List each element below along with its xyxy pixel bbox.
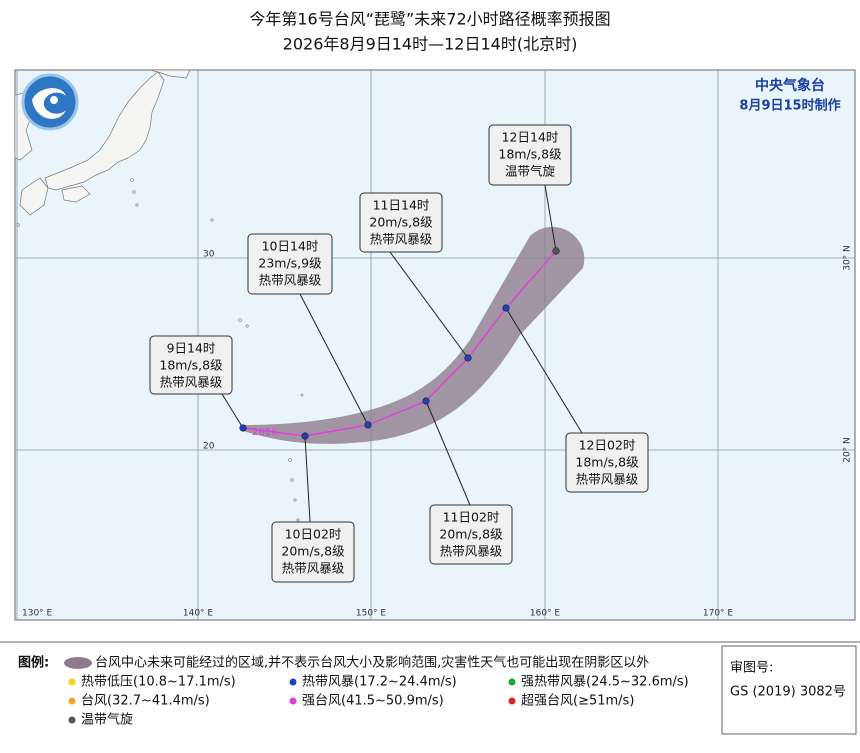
lon-label: 140° E <box>183 609 214 619</box>
callout-level: 热带风暴级 <box>576 472 639 487</box>
callout-wind: 18m/s,8级 <box>575 455 639 470</box>
honshu <box>44 71 165 191</box>
callout-wind: 18m/s,8级 <box>498 147 562 162</box>
callout-box <box>565 432 649 493</box>
review-box <box>721 645 857 735</box>
leader-line <box>221 393 244 429</box>
title: 今年第16号台风“琵鹭”未来72小时路径概率预报图 <box>249 10 610 29</box>
lon-label: 160° E <box>530 609 561 619</box>
callout-box <box>247 233 333 295</box>
track-point <box>239 424 247 432</box>
lat-label: 20° N <box>843 437 853 463</box>
graticule <box>15 70 855 620</box>
legend-label: 台风(32.7~41.4m/s) <box>81 694 210 709</box>
review-number: GS (2019) 3082号 <box>730 685 846 700</box>
legend-title: 图例: <box>18 655 49 671</box>
map: 130° E 140° E 150° E 160° E 170° E 30° N… <box>14 69 856 621</box>
legend-dot <box>508 678 516 686</box>
legend-label: 热带风暴(17.2~24.4m/s) <box>302 675 457 690</box>
legend-items: 热带低压(10.8~17.1m/s) 热带风暴(17.2~24.4m/s) 强热带风… <box>68 675 689 728</box>
callout-box <box>359 192 443 253</box>
callout-level: 热带风暴级 <box>440 544 503 559</box>
legend-dot <box>289 697 297 705</box>
legend-label: 超强台风(≥51m/s) <box>521 694 634 709</box>
track-point <box>552 247 560 255</box>
legend-label: 强台风(41.5~50.9m/s) <box>302 694 444 709</box>
callout-wind: 20m/s,8级 <box>439 527 503 542</box>
logo <box>21 73 79 131</box>
lat-label: 30° N <box>843 245 853 271</box>
shikoku <box>61 185 91 203</box>
legend-dot <box>68 678 76 686</box>
track-point <box>422 397 430 405</box>
leader-line <box>304 435 311 523</box>
agency-name: 中央气象台 <box>755 77 825 94</box>
lon-label: 150° E <box>356 609 387 619</box>
legend: 图例: 台风中心未来可能经过的区域,并不表示台风大小及影响范围,灾害性天气也可能… <box>0 641 860 735</box>
islands <box>16 178 304 522</box>
lon-label: 130° E <box>22 609 53 619</box>
callout-wind: 18m/s,8级 <box>159 358 223 373</box>
callout-box <box>488 124 572 186</box>
leader-line <box>425 400 471 506</box>
issue-time: 8月9日15时制作 <box>739 98 840 114</box>
leader-line <box>389 251 469 359</box>
callout-time: 10日02时 <box>285 527 342 542</box>
callout-time: 10日14时 <box>262 239 319 254</box>
leader-line <box>299 293 369 426</box>
track-point <box>502 304 510 312</box>
legend-dot <box>68 716 76 724</box>
callout-time: 12日02时 <box>579 438 636 453</box>
callout-box <box>149 335 233 395</box>
callout-wind: 20m/s,8级 <box>369 215 433 230</box>
track-point <box>364 421 372 429</box>
leader-line <box>544 184 557 252</box>
callout-box <box>429 504 513 565</box>
hokkaido <box>149 69 191 79</box>
legend-label: 强热带风暴(24.5~32.6m/s) <box>521 675 689 690</box>
callout-level: 温带气旋 <box>505 164 556 179</box>
probability-cone <box>243 226 585 444</box>
legend-dot <box>289 678 297 686</box>
grid-label: 30 <box>203 250 215 260</box>
legend-label: 温带气旋 <box>81 712 133 728</box>
callout-box <box>271 521 355 583</box>
leader-line <box>505 307 583 434</box>
subtitle: 2026年8月9日14时—12日14时(北京时) <box>283 35 578 54</box>
callout-level: 热带风暴级 <box>160 375 223 390</box>
lon-label: 170° E <box>703 609 734 619</box>
grid-label: 20 <box>203 442 215 452</box>
cone-swatch <box>64 657 92 669</box>
callout-time: 11日14时 <box>373 198 430 213</box>
callout-wind: 20m/s,8级 <box>281 544 345 559</box>
callout-level: 热带风暴级 <box>370 232 433 247</box>
legend-dot <box>508 697 516 705</box>
review-label: 审图号: <box>730 661 773 676</box>
callout-wind: 23m/s,9级 <box>258 256 322 271</box>
callout-time: 9日14时 <box>167 341 216 356</box>
legend-dot <box>68 697 76 705</box>
legend-label: 热带低压(10.8~17.1m/s) <box>81 675 236 690</box>
callout-level: 热带风暴级 <box>282 561 345 576</box>
storm-id: 2616 <box>252 427 277 438</box>
cone-note: 台风中心未来可能经过的区域,并不表示台风大小及影响范围,灾害性天气也可能出现在阴… <box>95 655 649 671</box>
track-point <box>464 354 472 362</box>
callouts: 9日14时18m/s,8级热带风暴级10日02时20m/s,8级热带风暴级10日… <box>149 124 649 583</box>
callout-level: 热带风暴级 <box>259 273 322 288</box>
callout-time: 11日02时 <box>443 510 500 525</box>
callout-time: 12日14时 <box>502 130 559 145</box>
track-point <box>301 432 309 440</box>
kyushu <box>19 177 49 216</box>
